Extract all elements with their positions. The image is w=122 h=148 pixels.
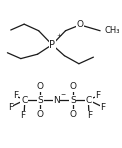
Text: O: O [37,110,44,119]
Text: S: S [37,96,43,105]
Text: F: F [95,91,100,100]
Text: +: + [57,33,62,38]
Text: O: O [69,82,76,91]
Text: F: F [13,91,18,100]
Text: O: O [37,82,44,91]
Text: C: C [86,96,92,105]
Text: −: − [60,91,65,96]
Text: F: F [8,103,13,112]
Text: O: O [69,110,76,119]
Text: S: S [70,96,76,105]
Text: F: F [100,103,106,112]
Text: F: F [20,111,26,120]
Text: N: N [53,96,60,105]
Text: O: O [76,20,84,29]
Text: C: C [21,96,27,105]
Text: F: F [87,111,93,120]
Text: P: P [49,40,55,50]
Text: CH₃: CH₃ [105,26,120,35]
